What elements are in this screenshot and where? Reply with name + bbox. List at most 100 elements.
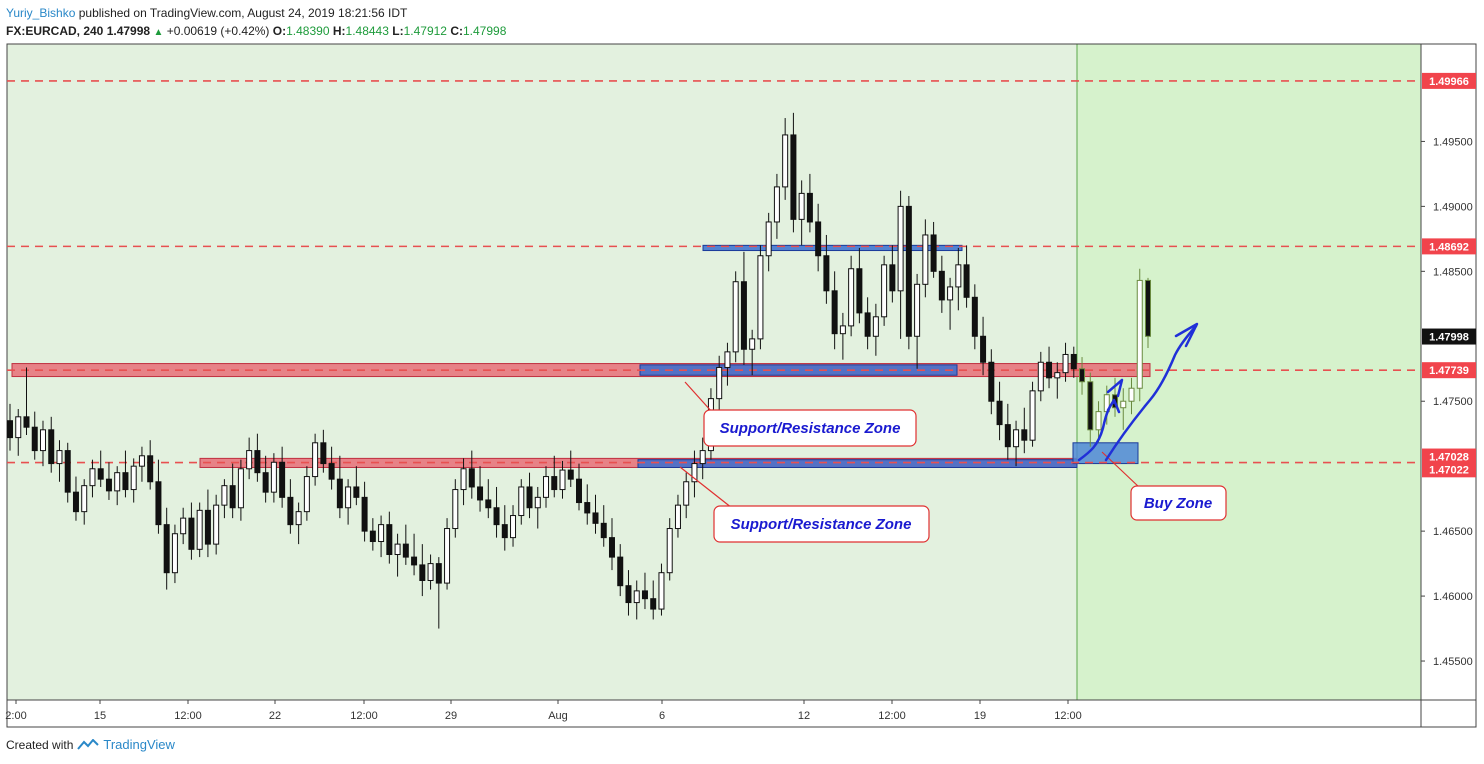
level-label: 1.47739: [1429, 365, 1469, 377]
candle-up: [452, 489, 459, 530]
candle-up: [295, 511, 302, 526]
candle-down: [526, 486, 533, 509]
created-with-text: Created with: [6, 737, 74, 752]
callout-pointer: [679, 466, 733, 509]
x-tick-label: 12:00: [878, 710, 906, 722]
candle-up: [1062, 353, 1069, 374]
x-tick-label: Aug: [548, 710, 568, 722]
x-tick-label: 22: [269, 710, 281, 722]
publish-info: published on TradingView.com, August 24,…: [78, 6, 408, 20]
candle-down: [477, 486, 484, 501]
candle-down: [905, 205, 912, 337]
candle-up: [1128, 387, 1135, 402]
x-tick-label: 29: [445, 710, 457, 722]
y-tick-label: 1.47500: [1433, 396, 1473, 408]
low-value: 1.47912: [403, 24, 447, 38]
candle-up: [955, 264, 962, 288]
candle-down: [72, 491, 79, 513]
tradingview-brand[interactable]: TradingView: [103, 737, 175, 752]
candle-up: [171, 533, 178, 574]
price-change: +0.00619 (+0.42%): [166, 24, 270, 38]
quote-line: FX:EURCAD, 240 1.47998 ▲ +0.00619 (+0.42…: [6, 22, 506, 42]
candle-down: [1087, 381, 1094, 431]
level-label: 1.49966: [1429, 76, 1469, 88]
arrowhead-lower: [1106, 378, 1124, 398]
candle-up: [1136, 279, 1143, 389]
candle-down: [320, 442, 327, 465]
price-axis: 1.49500 1.49000 1.48500 1.47500 1.46500 1.460…: [1421, 72, 1476, 668]
candle-down: [468, 468, 475, 488]
candle-down: [963, 264, 970, 298]
candle-up: [699, 450, 706, 465]
author-link[interactable]: Yuriy_Bishko: [6, 6, 76, 20]
candle-down: [279, 461, 286, 498]
level-label-bg: [1422, 362, 1476, 379]
symbol-label: FX:EURCAD, 240: [6, 24, 104, 38]
candle-up: [666, 528, 673, 574]
y-tick-label: 1.46500: [1433, 526, 1473, 538]
annotation-label: Support/Resistance Zone: [720, 420, 901, 437]
level-label: 1.48692: [1429, 241, 1469, 253]
candle-up: [881, 264, 888, 318]
candle-up: [848, 268, 855, 327]
x-tick-label: 2:00: [5, 710, 26, 722]
candle-up: [1054, 372, 1061, 379]
candle-down: [600, 522, 607, 539]
candle-up: [757, 255, 764, 340]
candle-down: [7, 420, 13, 439]
candle-down: [806, 192, 813, 223]
candle-up: [196, 509, 203, 550]
candle-down: [980, 335, 987, 363]
annotation-sr-zone-upper[interactable]: Support/Resistance Zone: [684, 381, 917, 447]
candle-up: [138, 455, 145, 467]
annotation-sr-zone-lower[interactable]: Support/Resistance Zone: [679, 466, 930, 543]
candle-down: [823, 255, 830, 292]
candle-up: [345, 486, 352, 509]
annotation-buy-zone[interactable]: Buy Zone: [1101, 451, 1227, 521]
candle-up: [460, 468, 467, 491]
candle-up: [237, 468, 244, 509]
level-label-bg: [1422, 72, 1476, 89]
candle-down: [229, 485, 236, 509]
y-tick-label: 1.48500: [1433, 266, 1473, 278]
x-tick-label: 12:00: [1054, 710, 1082, 722]
candle-down: [122, 472, 129, 491]
candle-down: [790, 134, 797, 220]
candle-down: [1145, 279, 1151, 337]
candle-down: [336, 478, 343, 509]
open-value: 1.48390: [286, 24, 330, 38]
candle-down: [369, 530, 376, 543]
candle-up: [773, 186, 780, 223]
footer: Created with TradingView: [6, 737, 175, 752]
candle-down: [856, 268, 863, 314]
arrow-drawing: [1077, 322, 1199, 462]
candle-down: [576, 478, 582, 504]
candle-down: [930, 234, 937, 272]
x-tick-label: 12: [798, 710, 810, 722]
candle-up: [872, 316, 879, 337]
candle-up: [633, 590, 640, 604]
candle-down: [402, 543, 409, 558]
level-lines-layer: [7, 80, 1421, 464]
candle-up: [897, 205, 904, 292]
candle-down: [501, 524, 508, 539]
candle-down: [971, 296, 978, 337]
candle-up: [246, 450, 253, 470]
level-label-bg: [1422, 448, 1476, 465]
candle-up: [510, 515, 517, 539]
candle-up: [81, 485, 88, 513]
candle-up: [543, 476, 550, 498]
candle-up: [394, 543, 401, 556]
candle-up: [180, 517, 187, 535]
x-tick-label: 12:00: [174, 710, 202, 722]
x-tick-label: 12:00: [350, 710, 378, 722]
close-label: C:: [450, 24, 463, 38]
arrowhead-upper: [1174, 322, 1199, 348]
candle-down: [592, 512, 599, 524]
candle-down: [625, 585, 632, 604]
candle-up: [914, 283, 921, 337]
candle-down: [435, 563, 442, 584]
candle-down: [551, 476, 558, 491]
candle-down: [23, 416, 30, 428]
